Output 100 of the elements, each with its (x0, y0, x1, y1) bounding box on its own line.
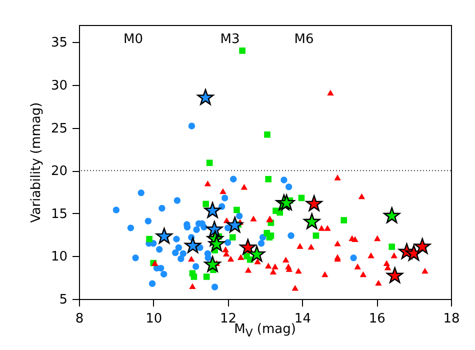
x-axis-title: M$_{V}$ (mag) (234, 322, 296, 340)
point (298, 194, 305, 202)
point (148, 280, 156, 287)
point (230, 176, 237, 182)
point (285, 183, 292, 190)
point (270, 268, 277, 275)
annotation: M3 (220, 32, 240, 47)
point (265, 176, 272, 182)
point (234, 206, 240, 214)
point (189, 283, 196, 290)
point (237, 254, 244, 260)
point (360, 271, 367, 278)
point (264, 131, 270, 138)
point (383, 260, 390, 266)
point (244, 266, 252, 273)
point (204, 254, 212, 262)
point (292, 284, 298, 291)
y-tick-label: 15 (50, 206, 68, 222)
point (318, 225, 325, 231)
point (180, 250, 187, 257)
point (146, 236, 152, 242)
point (192, 263, 200, 270)
point (368, 252, 374, 258)
point (190, 274, 198, 280)
point (203, 274, 210, 280)
point (127, 224, 134, 232)
point (204, 256, 221, 272)
point (327, 90, 334, 96)
point (224, 239, 232, 246)
y-axis-title: Variability (mmag) (28, 102, 44, 223)
point (211, 284, 218, 290)
point (374, 235, 381, 242)
point (202, 200, 210, 208)
point (254, 258, 261, 264)
point (158, 204, 166, 212)
point (390, 252, 398, 258)
y-tick-label: 25 (50, 121, 68, 136)
point (296, 243, 304, 249)
x-tick-label: 10 (146, 312, 162, 326)
annotation: M0 (124, 32, 144, 47)
point (240, 184, 248, 190)
x-tick-label: 18 (443, 312, 460, 326)
point (174, 197, 181, 204)
point (384, 207, 400, 224)
point (156, 246, 163, 253)
x-tick-label: 16 (368, 312, 386, 326)
point (236, 212, 243, 220)
point (150, 240, 157, 247)
point (272, 264, 278, 270)
point (334, 174, 341, 180)
point (188, 256, 195, 262)
point (264, 262, 272, 269)
point (204, 180, 212, 186)
point (280, 176, 288, 184)
point (250, 216, 257, 222)
point (229, 234, 236, 241)
point (334, 240, 341, 246)
point (132, 254, 139, 262)
point (422, 268, 428, 274)
y-tick-label: 35 (50, 36, 68, 51)
point (258, 240, 265, 247)
point (172, 249, 179, 256)
y-tick-label: 5 (59, 292, 68, 308)
point (322, 271, 328, 278)
annotation: M6 (294, 32, 314, 47)
point (295, 268, 302, 274)
y-tick-label: 20 (50, 164, 68, 180)
point (312, 232, 320, 239)
point (282, 256, 290, 263)
y-tick-label: 30 (50, 78, 68, 94)
point (308, 244, 314, 250)
point (188, 122, 196, 130)
point (227, 256, 234, 262)
y-tick-label: 10 (50, 250, 68, 265)
point (178, 255, 184, 262)
point (160, 270, 168, 278)
point (220, 188, 226, 194)
point (224, 224, 232, 232)
point (304, 213, 320, 230)
point (354, 264, 361, 270)
point (350, 254, 357, 262)
point (375, 280, 382, 286)
point (138, 189, 144, 196)
point (340, 217, 348, 224)
x-tick-label: 8 (75, 312, 84, 326)
point (239, 48, 246, 54)
point (288, 232, 294, 239)
point (200, 224, 208, 230)
point (112, 206, 120, 214)
point (173, 236, 180, 242)
point (193, 226, 200, 233)
x-tick-label: 14 (294, 312, 311, 326)
point (248, 246, 266, 262)
point (175, 244, 182, 251)
point (221, 194, 228, 202)
point (206, 160, 213, 166)
point (324, 225, 331, 231)
point (144, 218, 152, 224)
point (358, 193, 366, 200)
point (388, 244, 396, 250)
